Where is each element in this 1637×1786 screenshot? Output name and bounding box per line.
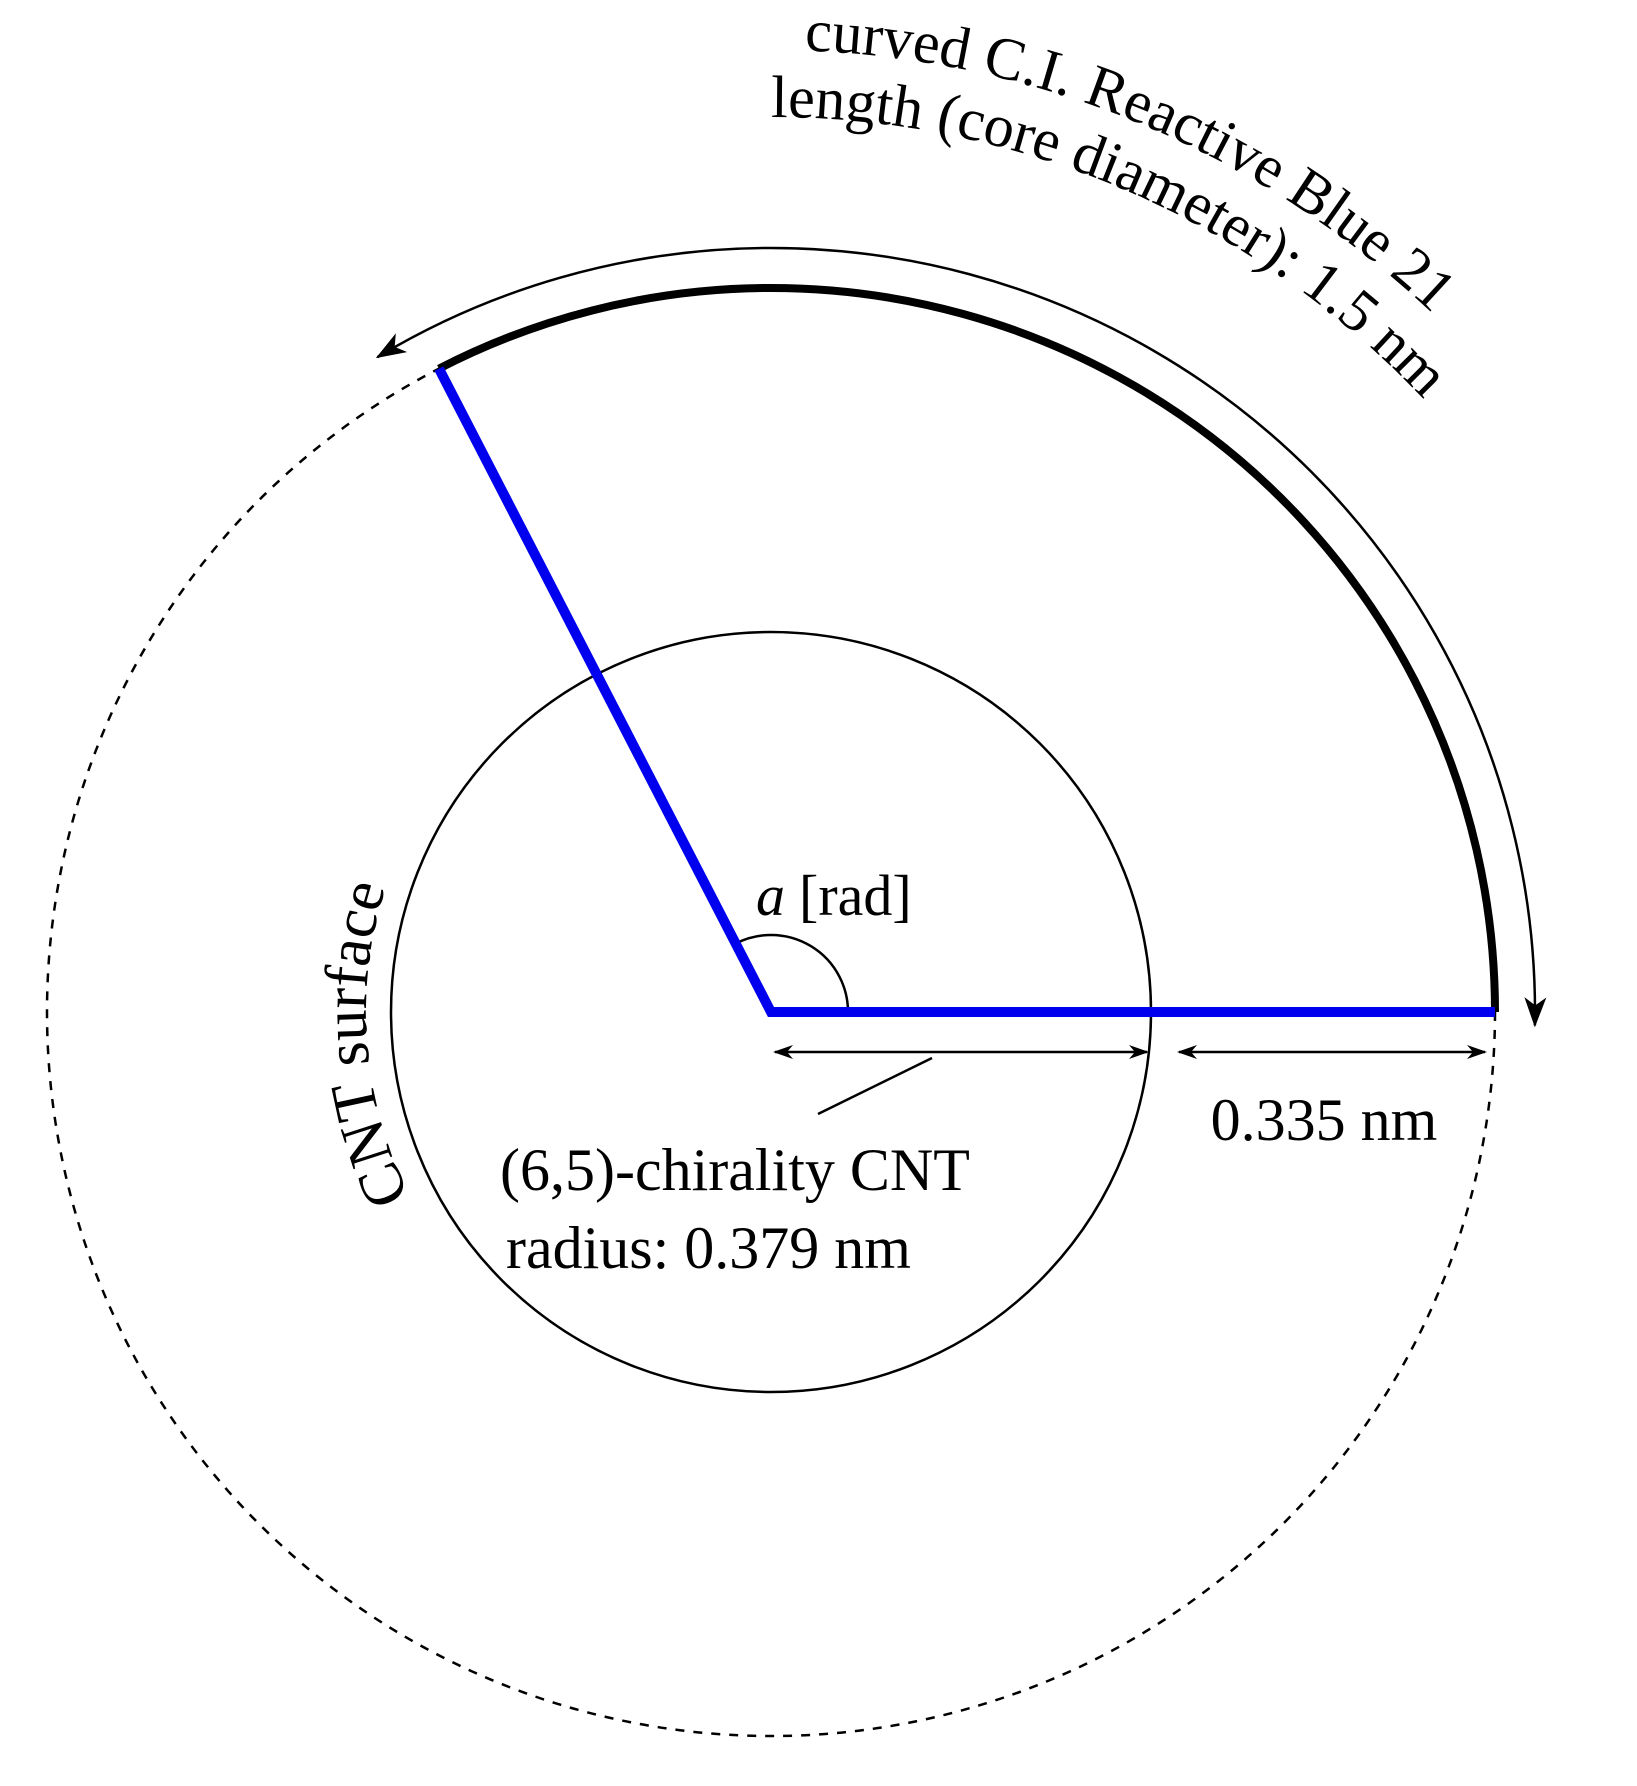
angle-unit: [rad] bbox=[799, 863, 912, 928]
surface-label-path: CNT surface bbox=[312, 872, 423, 1218]
arc-arrow bbox=[375, 246, 1547, 1028]
cnt-label-1: (6,5)-chirality CNT bbox=[500, 1137, 970, 1203]
gap-label: 0.335 nm bbox=[1211, 1087, 1438, 1153]
angle-symbol: a bbox=[756, 863, 785, 928]
angle-arc bbox=[735, 933, 850, 1013]
sector-radii bbox=[434, 366, 1495, 1017]
leader-line bbox=[817, 1056, 933, 1116]
angle-label: a [rad] bbox=[756, 863, 912, 928]
surface-label: CNT surface bbox=[312, 872, 423, 1218]
dye-arc bbox=[437, 284, 1499, 1013]
cnt-label-2: radius: 0.379 nm bbox=[506, 1215, 911, 1281]
